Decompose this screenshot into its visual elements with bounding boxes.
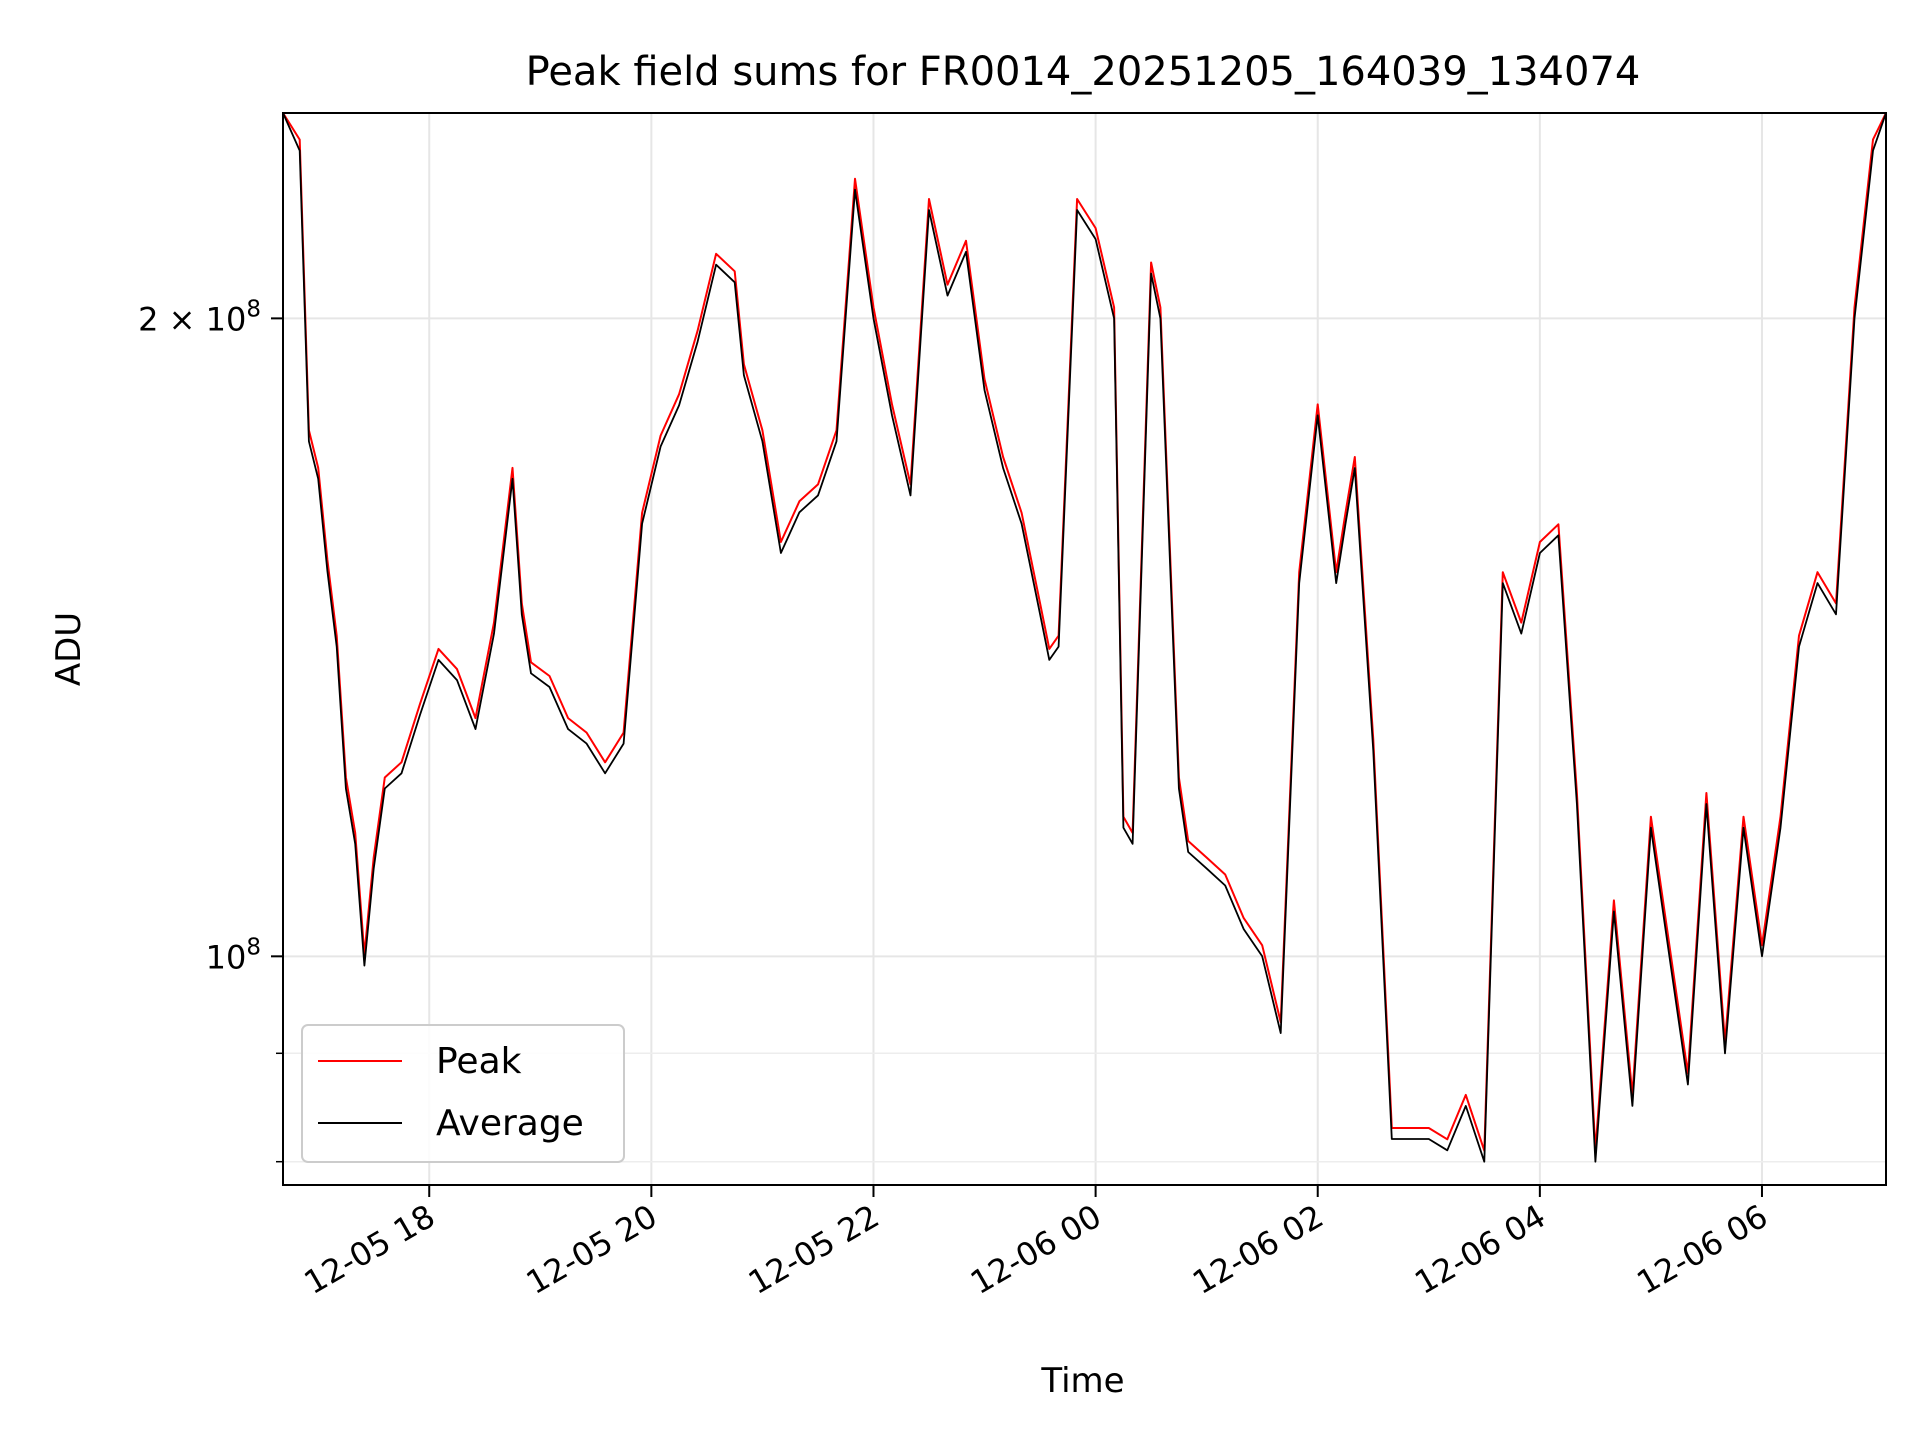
chart-title: Peak field sums for FR0014_20251205_1640… (526, 49, 1641, 95)
y-axis-label: ADU (49, 612, 89, 686)
series-line-average (282, 112, 1887, 1163)
x-axis-label: Time (1040, 1361, 1124, 1401)
legend-box (301, 1024, 625, 1163)
legend-label-average: Average (436, 1103, 584, 1144)
plot-lines (282, 112, 1887, 1163)
y-tick-label: 2 × 108 (138, 296, 261, 338)
legend: Peak Average (301, 1024, 625, 1163)
legend-label-peak: Peak (436, 1041, 522, 1082)
y-tick-label: 108 (206, 934, 261, 976)
y-axis-ticks: 108 2 × 108 (138, 296, 283, 1163)
plot-frame (282, 112, 1887, 1186)
